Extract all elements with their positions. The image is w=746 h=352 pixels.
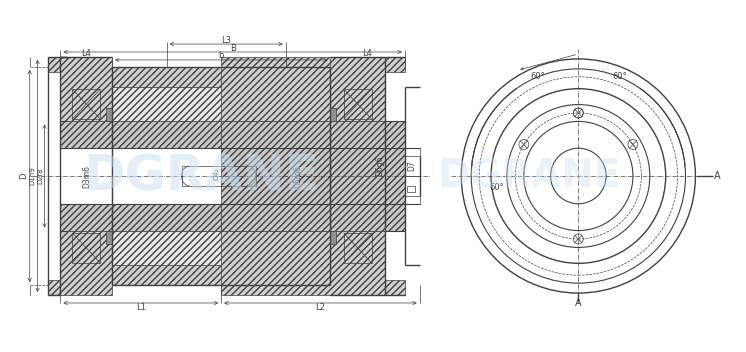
Bar [222,57,385,121]
Text: A: A [575,298,582,308]
Bar [72,89,100,119]
Bar [222,121,405,231]
Bar [60,121,222,231]
Bar [385,57,405,72]
Text: D1h9: D1h9 [30,166,36,186]
Bar [48,280,60,295]
Bar [112,231,330,265]
Text: D7: D7 [407,161,416,171]
Bar [405,176,420,196]
Bar [106,231,112,244]
Bar [222,231,385,295]
Text: L4: L4 [81,50,91,58]
Bar [385,280,405,295]
Text: L3: L3 [221,36,231,45]
Text: 60°: 60° [489,183,504,192]
Bar [330,231,336,244]
Text: D2f8: D2f8 [37,168,44,184]
Bar [181,166,256,186]
Bar [106,108,112,121]
Bar [330,108,336,121]
Bar [60,148,420,204]
Text: D6g6: D6g6 [375,156,384,176]
Text: DGRANE: DGRANE [437,157,621,195]
Text: 60°: 60° [612,72,627,81]
Bar [112,87,330,121]
Text: D4₂: D4₂ [213,168,219,180]
Text: D3m6: D3m6 [82,164,91,188]
Text: B: B [230,44,236,52]
Bar [60,231,112,295]
Text: 60°: 60° [530,72,545,81]
Text: L4: L4 [363,50,372,58]
Bar [405,156,420,176]
Text: D5m6: D5m6 [294,164,303,188]
Text: A: A [714,171,721,181]
Bar [72,233,100,263]
Bar [344,89,372,119]
Text: b: b [219,51,224,61]
Bar [48,57,60,72]
Bar [112,265,330,285]
Text: DGRANE: DGRANE [84,152,319,200]
Bar [60,57,112,121]
Text: L1: L1 [136,303,145,313]
Text: D: D [19,173,28,179]
Text: L2: L2 [316,303,325,313]
Bar [344,233,372,263]
Bar [112,67,330,87]
